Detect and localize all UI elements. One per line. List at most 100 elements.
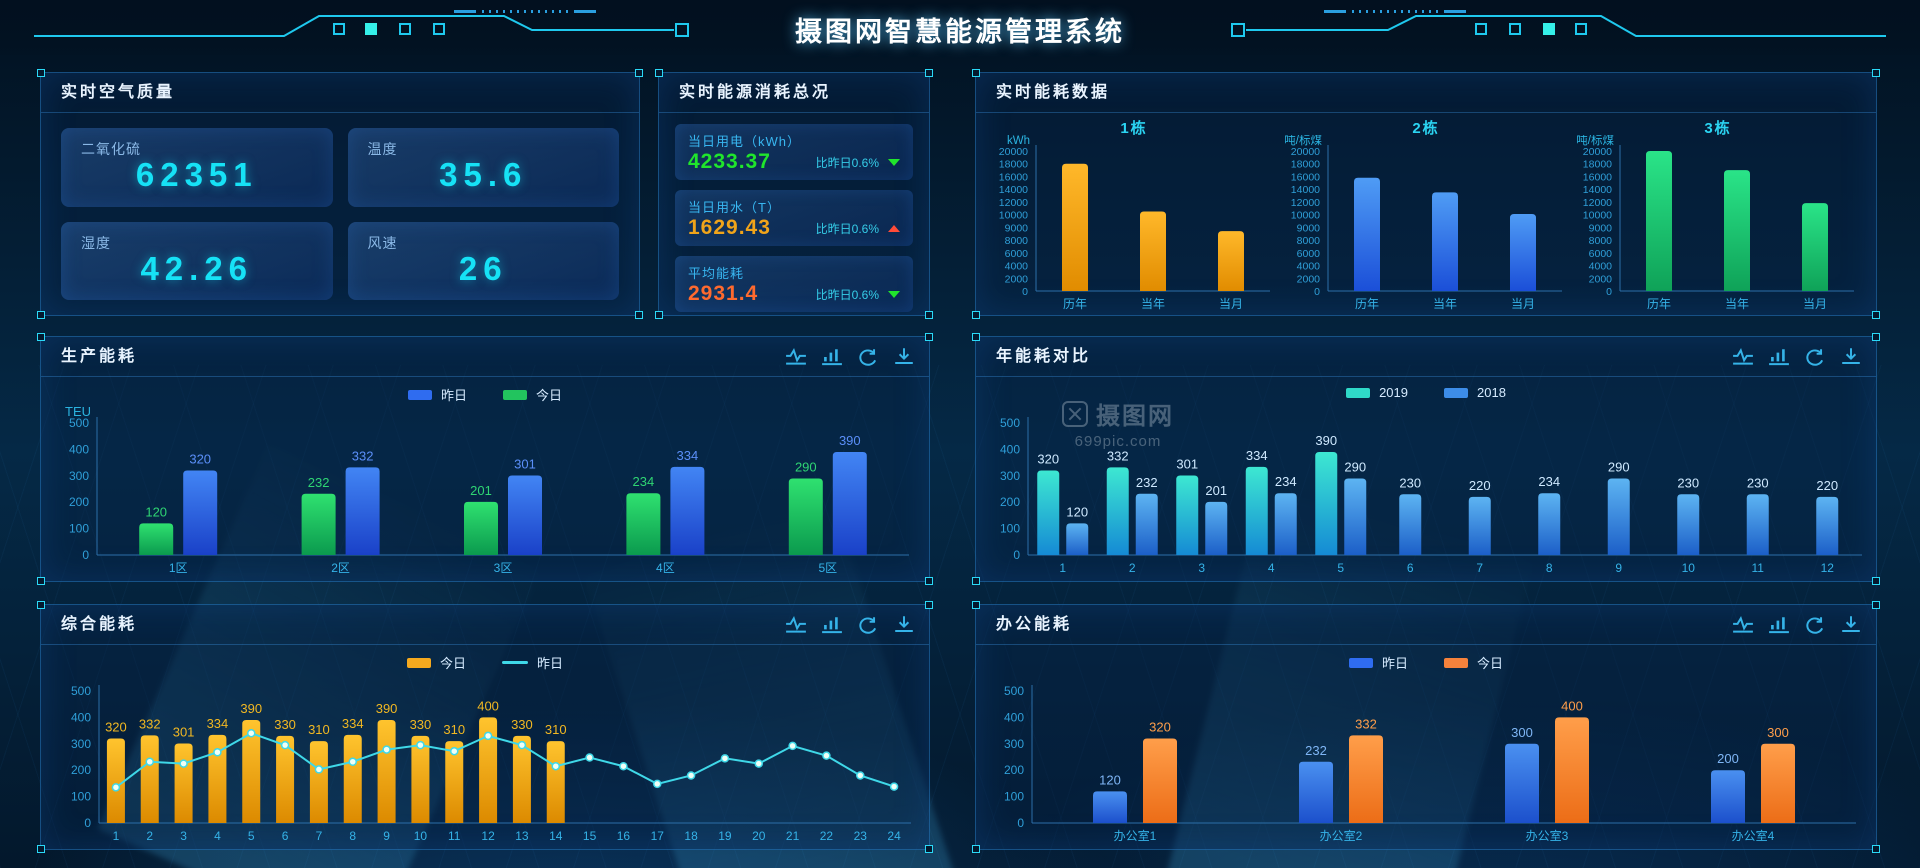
legend-bar-swatch — [503, 389, 527, 400]
bar-chart-icon[interactable] — [821, 615, 843, 635]
svg-text:234: 234 — [1538, 474, 1560, 489]
legend-bar-swatch — [1346, 387, 1371, 398]
svg-text:吨/标煤: 吨/标煤 — [1576, 135, 1614, 147]
svg-text:330: 330 — [511, 717, 533, 732]
panel-title: 实时能耗数据 — [996, 84, 1111, 101]
svg-text:0: 0 — [1022, 286, 1028, 298]
svg-text:334: 334 — [342, 716, 364, 731]
metric-row-water: 当日用水（T） 1629.43 比昨日0.6% — [675, 190, 913, 246]
corner-decoration — [1872, 311, 1880, 319]
panel-toolbar — [1732, 337, 1862, 377]
legend-item[interactable]: 今日 — [503, 385, 562, 404]
svg-text:9000: 9000 — [1005, 222, 1029, 234]
panel-air-quality: 实时空气质量 二氧化硫 62351 温度 35.6 湿度 42.26 风速 26 — [37, 69, 643, 319]
panel-title: 实时能源消耗总况 — [679, 84, 832, 101]
legend-item[interactable]: 今日 — [1444, 653, 1503, 672]
chart-title: 1栋 — [1120, 120, 1148, 137]
svg-text:400: 400 — [1000, 442, 1020, 456]
svg-text:5区: 5区 — [818, 561, 837, 575]
legend-item[interactable]: 今日 — [406, 653, 466, 672]
svg-text:1: 1 — [113, 829, 120, 843]
line-chart-icon[interactable] — [785, 615, 807, 635]
legend-item[interactable]: 2018 — [1444, 385, 1506, 400]
svg-text:290: 290 — [795, 459, 817, 474]
legend-label: 昨日 — [1381, 656, 1408, 671]
svg-text:22: 22 — [820, 829, 834, 843]
svg-text:4000: 4000 — [1297, 261, 1321, 273]
corner-decoration — [655, 311, 663, 319]
svg-text:历年: 历年 — [1063, 297, 1087, 311]
svg-text:3: 3 — [180, 829, 187, 843]
corner-decoration — [972, 601, 980, 609]
svg-text:11: 11 — [1752, 561, 1765, 575]
svg-text:办公室1: 办公室1 — [1114, 828, 1157, 843]
panel-consumption-overview: 实时能源消耗总况 当日用电（kWh） 4233.37 比昨日0.6% 当日用水（… — [655, 69, 933, 319]
svg-text:8000: 8000 — [1297, 235, 1321, 247]
bar-chart-icon[interactable] — [1768, 347, 1790, 367]
legend-item[interactable]: 2019 — [1346, 385, 1408, 400]
corner-decoration — [37, 845, 45, 853]
svg-text:390: 390 — [376, 701, 398, 716]
bar-chart-icon[interactable] — [1768, 615, 1790, 635]
legend-bar-swatch — [407, 389, 432, 400]
download-icon[interactable] — [893, 347, 915, 367]
corner-decoration — [972, 69, 980, 77]
legend-line-swatch — [502, 661, 528, 664]
bar-line-chart: 500 400 300 200 100 0 1 2 3 4 5 6 7 8 9 10 11 12 13 14 15 16 1… — [41, 645, 929, 849]
svg-text:当月: 当月 — [1511, 297, 1535, 311]
legend-item[interactable]: 昨日 — [502, 653, 563, 672]
line-chart-icon[interactable] — [785, 347, 807, 367]
svg-text:10000: 10000 — [999, 210, 1028, 222]
svg-text:234: 234 — [1275, 474, 1297, 489]
svg-text:2: 2 — [1129, 561, 1136, 575]
download-icon[interactable] — [1840, 615, 1862, 635]
svg-text:201: 201 — [470, 483, 492, 498]
panel-production-energy: 生产能耗 昨日 今日 500 400 300 200 100 0 TEU 1区 2区 3区 4区 5区 1… — [37, 333, 933, 585]
svg-text:301: 301 — [173, 725, 195, 740]
legend-bar-swatch — [1444, 387, 1468, 398]
line-chart-icon[interactable] — [1732, 615, 1754, 635]
panel-title: 生产能耗 — [61, 348, 138, 365]
svg-text:2: 2 — [146, 829, 153, 843]
svg-text:120: 120 — [145, 504, 167, 519]
svg-text:12: 12 — [481, 829, 495, 843]
svg-text:18: 18 — [684, 829, 698, 843]
svg-text:500: 500 — [1004, 684, 1024, 698]
stat-card-windspeed: 风速 26 — [347, 221, 619, 300]
svg-text:19: 19 — [718, 829, 732, 843]
refresh-icon[interactable] — [1804, 347, 1826, 367]
svg-text:390: 390 — [1315, 433, 1337, 448]
svg-text:12: 12 — [1821, 561, 1835, 575]
svg-text:10000: 10000 — [1291, 210, 1320, 222]
svg-text:16: 16 — [617, 829, 631, 843]
corner-decoration — [925, 333, 933, 341]
refresh-icon[interactable] — [857, 615, 879, 635]
compare-label: 比昨日0.6% — [815, 221, 879, 236]
svg-text:办公室3: 办公室3 — [1526, 828, 1569, 843]
metric-label: 当日用水（T） — [688, 200, 781, 215]
svg-text:290: 290 — [1608, 459, 1630, 474]
bar-chart-icon[interactable] — [821, 347, 843, 367]
svg-text:8: 8 — [349, 829, 356, 843]
svg-text:234: 234 — [633, 474, 655, 489]
svg-text:12000: 12000 — [1291, 197, 1320, 209]
refresh-icon[interactable] — [857, 347, 879, 367]
legend-item[interactable]: 昨日 — [1348, 653, 1408, 672]
legend-item[interactable]: 昨日 — [407, 385, 467, 404]
svg-text:232: 232 — [308, 475, 330, 490]
svg-text:332: 332 — [352, 448, 374, 463]
refresh-icon[interactable] — [1804, 615, 1826, 635]
download-icon[interactable] — [893, 615, 915, 635]
line-chart-icon[interactable] — [1732, 347, 1754, 367]
svg-text:4000: 4000 — [1005, 261, 1029, 273]
corner-decoration — [1872, 69, 1880, 77]
download-icon[interactable] — [1840, 347, 1862, 367]
legend-label: 今日 — [536, 388, 563, 403]
corner-decoration — [37, 311, 45, 319]
svg-text:2000: 2000 — [1589, 273, 1613, 285]
chart-legend: 2019 2018 — [976, 385, 1876, 400]
svg-text:390: 390 — [240, 701, 262, 716]
svg-text:500: 500 — [69, 416, 89, 430]
svg-text:232: 232 — [1305, 743, 1327, 758]
